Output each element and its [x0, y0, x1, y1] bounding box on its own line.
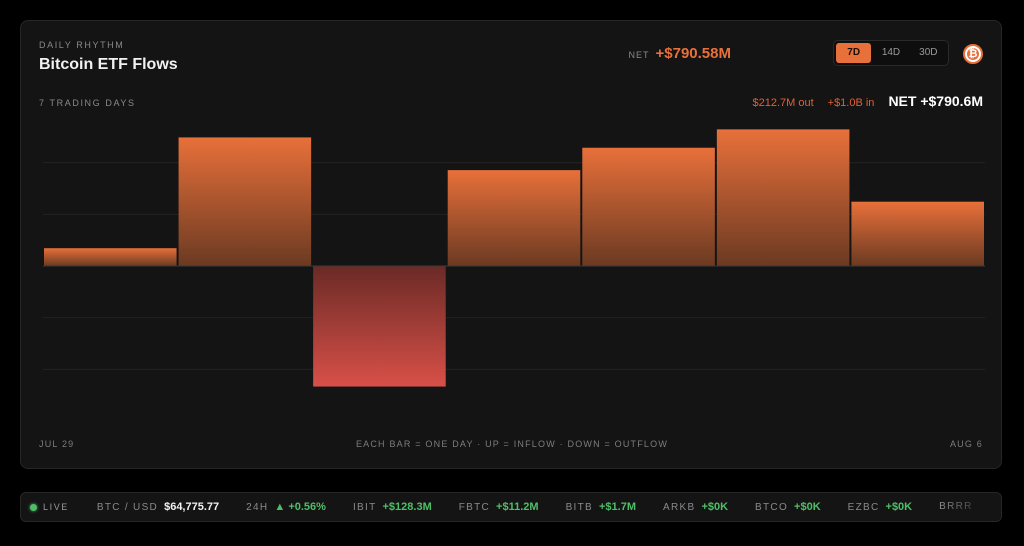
ticker-value: +$0K: [701, 501, 729, 513]
live-label: LIVE: [43, 502, 69, 512]
ticker-value: ▲ +0.56%: [274, 501, 326, 513]
inflow-total: +$1.0B in: [827, 97, 875, 109]
bitcoin-icon[interactable]: ₿: [963, 44, 983, 64]
ticker-item: EZBC +$0K: [848, 501, 912, 513]
range-30d-button[interactable]: 30D: [919, 47, 938, 58]
inflow-bar[interactable]: [447, 170, 581, 266]
ticker-value: +$0K: [885, 501, 913, 513]
ticker-item: BITB +$1.7M: [566, 501, 636, 513]
ticker-key: BTC / USD: [96, 502, 159, 513]
live-indicator: LIVE: [30, 502, 69, 512]
ticker-value: +$0K: [794, 501, 821, 513]
ticker-item: BTC / USD $64,775.77: [97, 501, 219, 513]
ticker-key: EZBC: [847, 502, 880, 513]
live-dot-icon: [30, 503, 37, 511]
ticker-value: +$128.3M: [382, 501, 432, 513]
ticker-item: IBIT +$128.3M: [353, 501, 432, 513]
outflow-bar[interactable]: [313, 266, 446, 387]
page-title: Bitcoin ETF Flows: [39, 56, 178, 73]
ticker-key: FBTC: [458, 502, 491, 513]
ticker-item: 24H ▲ +0.56%: [246, 501, 326, 513]
start-date-label: JUL 29: [39, 439, 75, 449]
outflow-total: $212.7M out: [752, 97, 814, 109]
inflow-bar[interactable]: [716, 129, 850, 266]
flows-card: DAILY RHYTHM Bitcoin ETF Flows NET +$790…: [20, 20, 1002, 469]
ticker-value: $64,775.77: [164, 501, 220, 513]
ticker-fade: [941, 493, 1001, 521]
inflow-bar[interactable]: [178, 137, 312, 266]
inflow-bar[interactable]: [44, 248, 177, 266]
ticker-item: BTCO +$0K: [755, 501, 821, 513]
ticker-value: +$1.7M: [599, 501, 636, 513]
ticker-value: +$11.2M: [496, 501, 539, 513]
ticker-key: IBIT: [352, 502, 377, 513]
inflow-bar[interactable]: [851, 201, 984, 266]
ticker-item: FBTC +$11.2M: [459, 501, 539, 513]
flow-summary: $212.7M out +$1.0B in NET +$790.6M: [752, 93, 983, 109]
ticker-key: BITB: [565, 502, 593, 513]
net-label: NET: [628, 50, 650, 60]
eyebrow-label: DAILY RHYTHM: [39, 40, 125, 50]
range-selector: 7D 14D 30D: [833, 40, 949, 66]
end-date-label: AUG 6: [949, 439, 983, 449]
ticker-key: BTCO: [755, 502, 789, 513]
range-7d-button[interactable]: 7D: [836, 43, 872, 63]
net-value: +$790.58M: [655, 45, 731, 62]
live-ticker: LIVE BTC / USD $64,775.77 24H ▲ +0.56% IBIT +…: [20, 492, 1002, 522]
ticker-key: 24H: [246, 502, 269, 513]
range-14d-button[interactable]: 14D: [881, 47, 901, 58]
net-total: NET +$790.58M: [629, 45, 731, 62]
inflow-bar[interactable]: [582, 147, 715, 266]
ticker-item: ARKB +$0K: [663, 501, 728, 513]
trading-days-label: 7 TRADING DAYS: [39, 98, 136, 108]
ticker-key: ARKB: [663, 502, 696, 513]
net-summary: NET +$790.6M: [888, 93, 983, 109]
flows-bar-chart: [43, 129, 985, 387]
chart-legend-note: EACH BAR = ONE DAY · UP = INFLOW · DOWN …: [355, 439, 669, 449]
